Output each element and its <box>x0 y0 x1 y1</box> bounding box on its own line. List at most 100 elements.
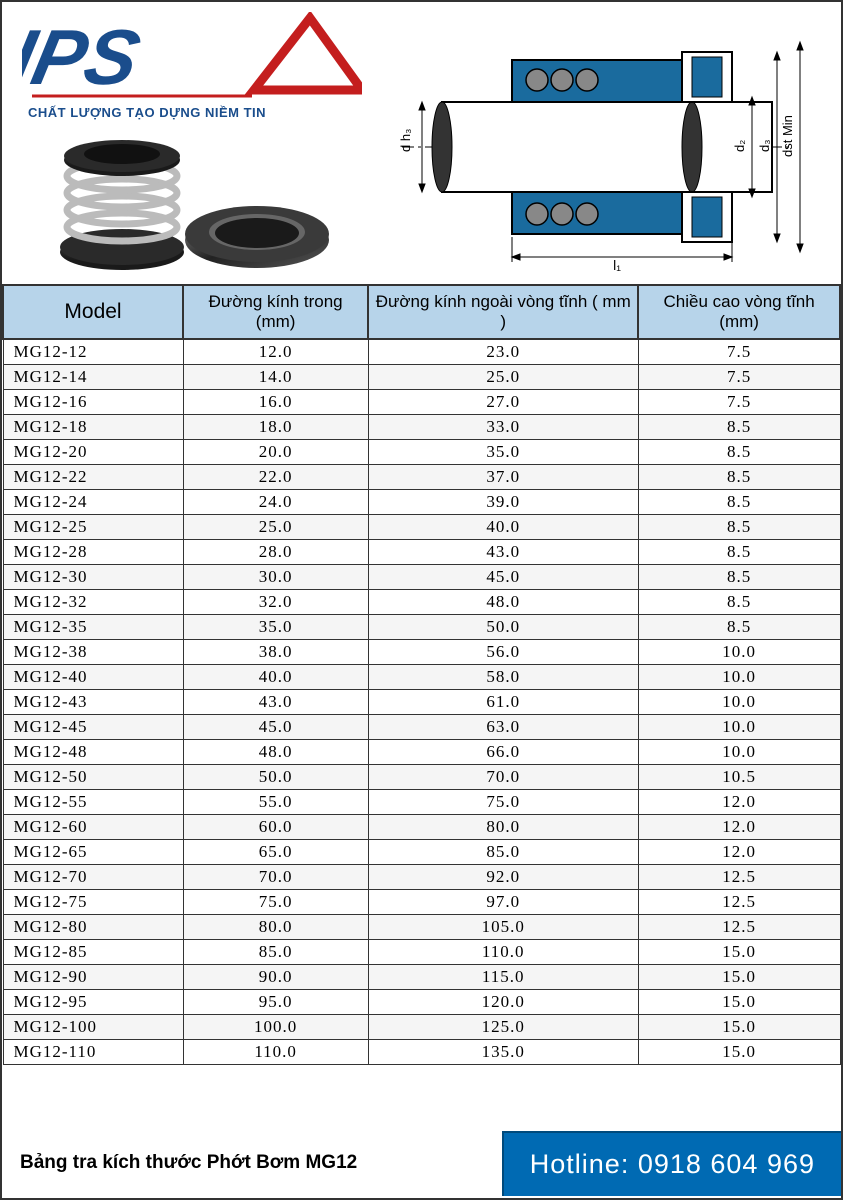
footer-title: Bảng tra kích thước Phớt Bơm MG12 <box>2 1152 502 1174</box>
cell-model: MG12-25 <box>3 515 183 540</box>
cell-model: MG12-95 <box>3 990 183 1015</box>
cell-value: 10.0 <box>638 640 840 665</box>
cell-value: 48.0 <box>368 590 638 615</box>
cell-value: 85.0 <box>183 940 368 965</box>
cell-value: 10.0 <box>638 715 840 740</box>
cell-value: 24.0 <box>183 490 368 515</box>
cell-value: 16.0 <box>183 390 368 415</box>
cell-value: 43.0 <box>368 540 638 565</box>
cell-value: 80.0 <box>183 915 368 940</box>
table-row: MG12-3030.045.08.5 <box>3 565 840 590</box>
cell-model: MG12-50 <box>3 765 183 790</box>
cell-model: MG12-85 <box>3 940 183 965</box>
dim-dh: d h₃ <box>398 129 413 152</box>
cell-model: MG12-55 <box>3 790 183 815</box>
cell-value: 85.0 <box>368 840 638 865</box>
cell-value: 30.0 <box>183 565 368 590</box>
cell-value: 7.5 <box>638 365 840 390</box>
cell-model: MG12-90 <box>3 965 183 990</box>
table-row: MG12-8585.0110.015.0 <box>3 940 840 965</box>
table-row: MG12-4343.061.010.0 <box>3 690 840 715</box>
table-row: MG12-3535.050.08.5 <box>3 615 840 640</box>
cell-value: 110.0 <box>368 940 638 965</box>
dim-d3: d₃ <box>757 139 772 152</box>
cell-value: 8.5 <box>638 490 840 515</box>
cell-value: 40.0 <box>368 515 638 540</box>
cell-value: 23.0 <box>368 339 638 365</box>
cell-value: 12.5 <box>638 865 840 890</box>
cell-model: MG12-75 <box>3 890 183 915</box>
table-row: MG12-5050.070.010.5 <box>3 765 840 790</box>
cell-value: 75.0 <box>183 890 368 915</box>
footer: Bảng tra kích thước Phớt Bơm MG12 Hotlin… <box>2 1128 841 1198</box>
col-inner-dia: Đường kính trong (mm) <box>183 285 368 339</box>
cell-value: 14.0 <box>183 365 368 390</box>
cell-value: 20.0 <box>183 440 368 465</box>
cell-value: 8.5 <box>638 415 840 440</box>
table-row: MG12-6565.085.012.0 <box>3 840 840 865</box>
cell-value: 8.5 <box>638 515 840 540</box>
dim-dst: dst Min <box>780 115 795 157</box>
cell-value: 120.0 <box>368 990 638 1015</box>
cell-value: 125.0 <box>368 1015 638 1040</box>
cell-value: 10.0 <box>638 690 840 715</box>
cell-value: 48.0 <box>183 740 368 765</box>
cell-value: 110.0 <box>183 1040 368 1065</box>
cell-value: 70.0 <box>183 865 368 890</box>
cell-value: 61.0 <box>368 690 638 715</box>
cell-value: 10.0 <box>638 665 840 690</box>
cell-value: 100.0 <box>183 1015 368 1040</box>
table-row: MG12-2222.037.08.5 <box>3 465 840 490</box>
cell-model: MG12-22 <box>3 465 183 490</box>
cell-value: 10.5 <box>638 765 840 790</box>
cell-model: MG12-60 <box>3 815 183 840</box>
product-photo <box>42 122 342 272</box>
cell-model: MG12-32 <box>3 590 183 615</box>
table-row: MG12-2525.040.08.5 <box>3 515 840 540</box>
cell-value: 33.0 <box>368 415 638 440</box>
table-row: MG12-1616.027.07.5 <box>3 390 840 415</box>
cell-model: MG12-110 <box>3 1040 183 1065</box>
cell-model: MG12-65 <box>3 840 183 865</box>
table-row: MG12-1414.025.07.5 <box>3 365 840 390</box>
cell-value: 8.5 <box>638 540 840 565</box>
cell-value: 95.0 <box>183 990 368 1015</box>
cell-value: 8.5 <box>638 615 840 640</box>
hotline-box: Hotline: 0918 604 969 <box>502 1131 841 1196</box>
table-row: MG12-2424.039.08.5 <box>3 490 840 515</box>
cell-value: 70.0 <box>368 765 638 790</box>
cell-model: MG12-43 <box>3 690 183 715</box>
table-row: MG12-6060.080.012.0 <box>3 815 840 840</box>
table-row: MG12-7070.092.012.5 <box>3 865 840 890</box>
cell-model: MG12-80 <box>3 915 183 940</box>
logo-area: IPS CHẤT LƯỢNG TẠO DỰNG NIỀM TIN <box>2 2 382 284</box>
cell-model: MG12-14 <box>3 365 183 390</box>
table-row: MG12-1212.023.07.5 <box>3 339 840 365</box>
cell-model: MG12-45 <box>3 715 183 740</box>
cell-value: 25.0 <box>183 515 368 540</box>
cell-value: 12.0 <box>638 790 840 815</box>
table-row: MG12-4848.066.010.0 <box>3 740 840 765</box>
cell-model: MG12-70 <box>3 865 183 890</box>
cell-model: MG12-20 <box>3 440 183 465</box>
cell-value: 66.0 <box>368 740 638 765</box>
table-row: MG12-8080.0105.012.5 <box>3 915 840 940</box>
cell-value: 8.5 <box>638 590 840 615</box>
cell-value: 18.0 <box>183 415 368 440</box>
cell-model: MG12-40 <box>3 665 183 690</box>
table-row: MG12-110110.0135.015.0 <box>3 1040 840 1065</box>
cell-value: 8.5 <box>638 465 840 490</box>
table-body: MG12-1212.023.07.5MG12-1414.025.07.5MG12… <box>3 339 840 1065</box>
cell-value: 50.0 <box>183 765 368 790</box>
cell-value: 37.0 <box>368 465 638 490</box>
logo-tagline: CHẤT LƯỢNG TẠO DỰNG NIỀM TIN <box>28 105 382 120</box>
cell-value: 27.0 <box>368 390 638 415</box>
table-row: MG12-5555.075.012.0 <box>3 790 840 815</box>
table-row: MG12-4040.058.010.0 <box>3 665 840 690</box>
cell-value: 50.0 <box>368 615 638 640</box>
cell-value: 39.0 <box>368 490 638 515</box>
header-section: IPS CHẤT LƯỢNG TẠO DỰNG NIỀM TIN <box>2 2 841 284</box>
cell-value: 7.5 <box>638 339 840 365</box>
cell-value: 12.0 <box>638 815 840 840</box>
cell-model: MG12-16 <box>3 390 183 415</box>
